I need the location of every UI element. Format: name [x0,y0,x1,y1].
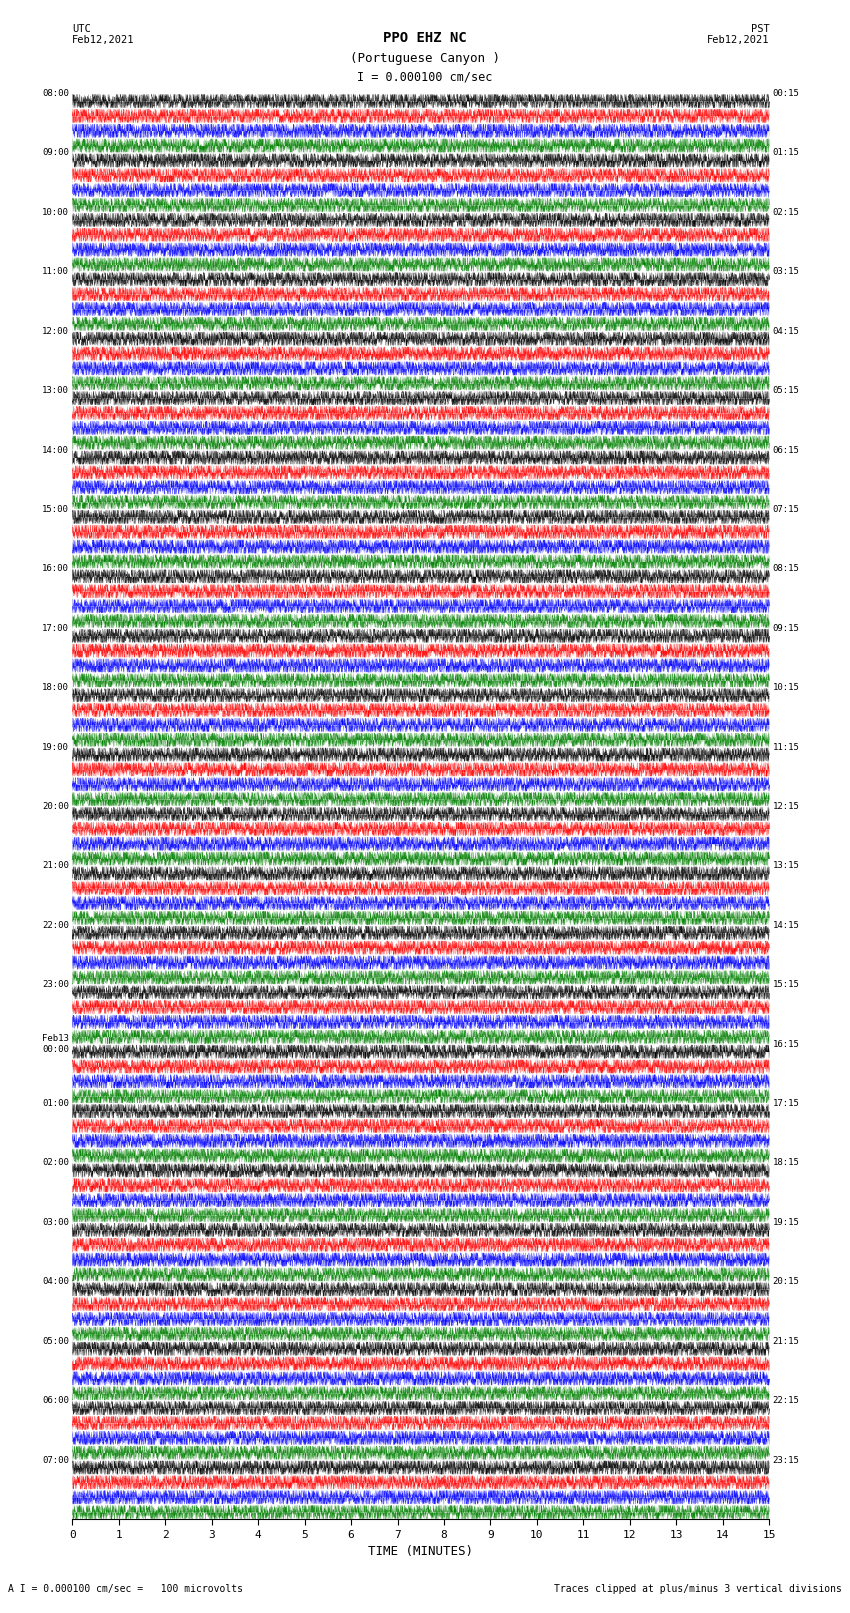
Text: 23:00: 23:00 [42,981,69,989]
Text: 15:00: 15:00 [42,505,69,515]
Text: 19:00: 19:00 [42,742,69,752]
Text: 16:15: 16:15 [773,1040,800,1048]
Text: 14:00: 14:00 [42,445,69,455]
Text: 07:00: 07:00 [42,1455,69,1465]
Text: 20:00: 20:00 [42,802,69,811]
Text: 15:15: 15:15 [773,981,800,989]
Text: (Portuguese Canyon ): (Portuguese Canyon ) [350,52,500,65]
Text: 11:15: 11:15 [773,742,800,752]
Text: 04:15: 04:15 [773,327,800,336]
Text: 14:15: 14:15 [773,921,800,929]
Text: 17:15: 17:15 [773,1098,800,1108]
Text: 17:00: 17:00 [42,624,69,632]
Text: 04:00: 04:00 [42,1277,69,1286]
Text: 06:00: 06:00 [42,1397,69,1405]
Text: 21:00: 21:00 [42,861,69,871]
Text: 00:15: 00:15 [773,89,800,98]
Text: 16:00: 16:00 [42,565,69,573]
Text: 07:15: 07:15 [773,505,800,515]
Text: PST
Feb12,2021: PST Feb12,2021 [706,24,769,45]
Text: 01:15: 01:15 [773,148,800,158]
Text: 03:15: 03:15 [773,268,800,276]
Text: I = 0.000100 cm/sec: I = 0.000100 cm/sec [357,71,493,84]
Text: 23:15: 23:15 [773,1455,800,1465]
Text: 22:00: 22:00 [42,921,69,929]
Text: 03:00: 03:00 [42,1218,69,1227]
Text: 02:00: 02:00 [42,1158,69,1168]
Text: 22:15: 22:15 [773,1397,800,1405]
Text: 20:15: 20:15 [773,1277,800,1286]
Text: 13:15: 13:15 [773,861,800,871]
Text: 21:15: 21:15 [773,1337,800,1345]
Text: 05:00: 05:00 [42,1337,69,1345]
Text: A I = 0.000100 cm/sec =   100 microvolts: A I = 0.000100 cm/sec = 100 microvolts [8,1584,243,1594]
Text: PPO EHZ NC: PPO EHZ NC [383,31,467,45]
Text: Feb13
00:00: Feb13 00:00 [42,1034,69,1053]
X-axis label: TIME (MINUTES): TIME (MINUTES) [368,1545,473,1558]
Text: 09:00: 09:00 [42,148,69,158]
Text: 01:00: 01:00 [42,1098,69,1108]
Text: Traces clipped at plus/minus 3 vertical divisions: Traces clipped at plus/minus 3 vertical … [553,1584,842,1594]
Text: UTC
Feb12,2021: UTC Feb12,2021 [72,24,135,45]
Text: 12:00: 12:00 [42,327,69,336]
Text: 19:15: 19:15 [773,1218,800,1227]
Text: 18:15: 18:15 [773,1158,800,1168]
Text: 11:00: 11:00 [42,268,69,276]
Text: 05:15: 05:15 [773,386,800,395]
Text: 10:00: 10:00 [42,208,69,216]
Text: 08:00: 08:00 [42,89,69,98]
Text: 09:15: 09:15 [773,624,800,632]
Text: 13:00: 13:00 [42,386,69,395]
Text: 02:15: 02:15 [773,208,800,216]
Text: 10:15: 10:15 [773,684,800,692]
Text: 08:15: 08:15 [773,565,800,573]
Text: 12:15: 12:15 [773,802,800,811]
Text: 06:15: 06:15 [773,445,800,455]
Text: 18:00: 18:00 [42,684,69,692]
